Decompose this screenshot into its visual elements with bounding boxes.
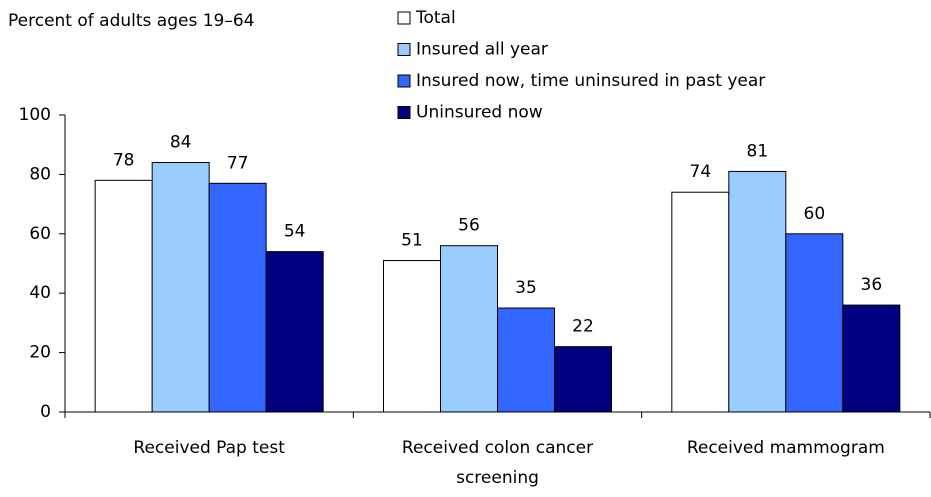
value-label: 84 [170,133,192,153]
y-tick-label: 0 [40,402,51,422]
bar [151,162,210,413]
value-label: 51 [401,231,423,251]
bar [671,191,730,413]
legend-label: Uninsured now [416,103,543,123]
legend-label: Insured all year [416,40,548,60]
legend-swatch [397,106,411,119]
legend-swatch [397,74,411,88]
legend-label: Total [415,8,456,28]
y-tick-label: 80 [29,164,51,184]
x-tick-label: Received colon cancer screening [401,438,594,488]
value-label: 78 [113,150,135,170]
bar [94,179,153,413]
value-label: 36 [861,275,883,295]
value-label: 54 [284,222,306,242]
legend-swatch [397,11,411,25]
value-label: 22 [572,317,594,337]
bar [440,245,498,413]
bar [728,170,787,413]
bar [208,182,267,413]
value-label: 56 [458,216,480,236]
bar [785,233,844,413]
y-tick-label: 40 [29,283,51,303]
value-label: 77 [227,153,249,173]
y-tick-label: 20 [29,343,51,363]
y-tick-label: 60 [29,224,51,244]
value-label: 60 [804,204,826,224]
value-label: 35 [515,278,537,298]
bar [265,251,324,413]
bar [497,307,555,413]
value-label: 81 [747,141,769,161]
x-tick-label: Received Pap test [133,438,285,458]
y-tick-label: 100 [19,105,51,125]
bar [842,304,901,413]
value-label: 74 [690,162,712,182]
legend-swatch [397,43,411,56]
bar [383,260,441,413]
legend-label: Insured now, time uninsured in past year [416,71,765,91]
chart-subtitle: Percent of adults ages 19–64 [8,11,254,31]
bar [554,346,612,413]
x-tick-label: Received mammogram [686,438,885,458]
